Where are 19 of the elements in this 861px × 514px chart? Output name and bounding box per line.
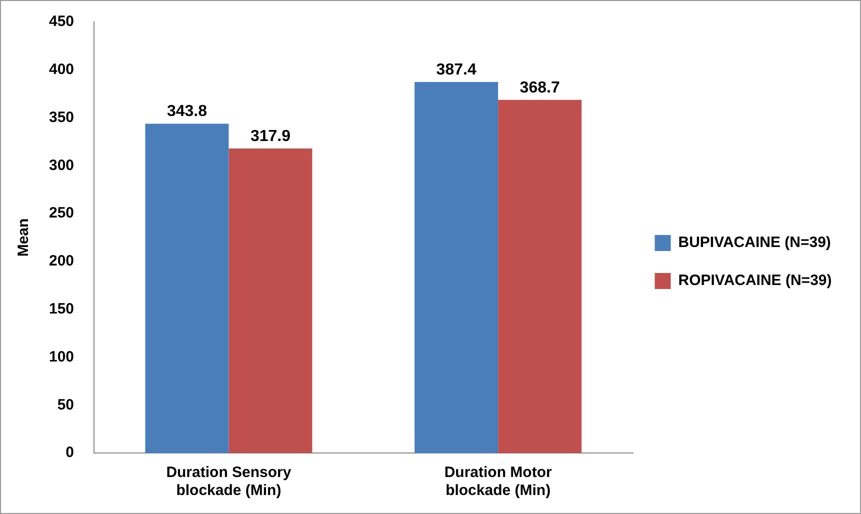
data-label: 387.4 (436, 61, 476, 78)
data-label: 317.9 (250, 128, 291, 145)
y-tick-label: 50 (57, 396, 74, 414)
y-tick-label: 450 (48, 13, 74, 30)
y-tick-label: 250 (48, 204, 74, 222)
y-tick-label: 150 (48, 300, 74, 318)
y-tick-label: 0 (66, 444, 74, 462)
y-tick-label: 100 (48, 348, 74, 366)
y-tick-label: 200 (48, 252, 74, 270)
data-label: 368.7 (520, 79, 560, 96)
data-label: 343.8 (166, 103, 208, 120)
legend-label: ROPIVACAINE (N=39) (678, 272, 832, 290)
x-tick-label: Duration Sensory blockade (Min) (166, 464, 292, 500)
x-tick-label: Duration Motor blockade (Min) (444, 464, 552, 500)
y-axis-title: Mean (15, 218, 32, 257)
legend-label: BUPIVACAINE (N=39) (678, 234, 831, 252)
y-tick-label: 350 (48, 108, 74, 126)
y-tick-label: 400 (48, 61, 74, 78)
y-tick-label: 300 (48, 156, 74, 174)
